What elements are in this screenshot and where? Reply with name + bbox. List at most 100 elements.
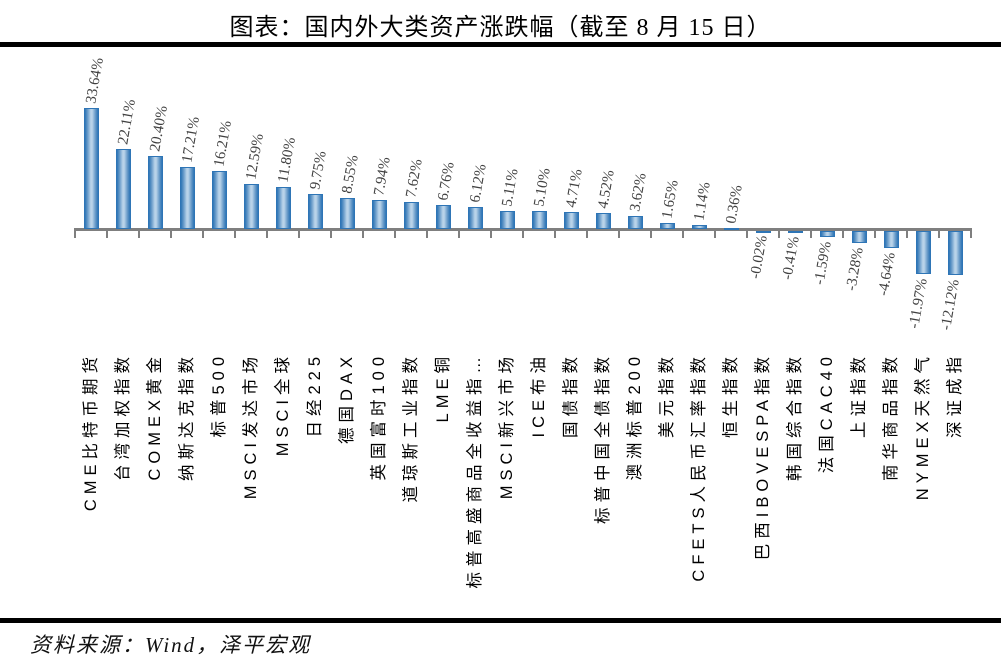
bar bbox=[627, 215, 643, 229]
value-label: 20.40% bbox=[147, 104, 172, 153]
category-label: 韩国综合指数 bbox=[786, 352, 804, 481]
category-label: 南华商品指数 bbox=[882, 352, 900, 481]
value-label: 5.11% bbox=[499, 167, 522, 208]
bar bbox=[915, 231, 931, 275]
axis-tick bbox=[778, 231, 780, 238]
bar bbox=[403, 201, 419, 229]
axis-tick bbox=[586, 231, 588, 238]
category-label: MSCI发达市场 bbox=[242, 352, 260, 500]
bar bbox=[179, 167, 195, 229]
axis-tick bbox=[170, 231, 172, 238]
axis-tick bbox=[810, 231, 812, 238]
category-label: COMEX黄金 bbox=[146, 352, 164, 481]
bar bbox=[467, 206, 483, 229]
value-label: 17.21% bbox=[179, 115, 204, 164]
bar bbox=[243, 183, 259, 229]
axis-tick bbox=[458, 231, 460, 238]
x-axis-line bbox=[74, 228, 972, 231]
value-label: -0.02% bbox=[747, 234, 771, 281]
axis-tick bbox=[714, 231, 716, 238]
bar bbox=[947, 231, 963, 275]
axis-tick bbox=[234, 231, 236, 238]
value-label: 11.80% bbox=[275, 135, 299, 184]
bar bbox=[691, 224, 707, 229]
value-label: -0.41% bbox=[779, 235, 803, 282]
value-label: 9.75% bbox=[307, 149, 330, 191]
category-label: 英国富时100 bbox=[370, 352, 388, 481]
bar bbox=[115, 149, 131, 229]
bar bbox=[659, 223, 675, 229]
axis-tick bbox=[650, 231, 652, 238]
category-label: 道琼斯工业指数 bbox=[402, 352, 420, 503]
axis-tick bbox=[522, 231, 524, 238]
bar bbox=[819, 231, 835, 237]
category-label: MSCI新兴市场 bbox=[498, 352, 516, 500]
category-label: 标普中国全债指数 bbox=[594, 352, 612, 524]
axis-tick bbox=[138, 231, 140, 238]
value-label: 8.55% bbox=[339, 154, 362, 196]
value-label: -12.12% bbox=[938, 277, 963, 332]
value-label: 33.64% bbox=[83, 56, 108, 105]
category-label: 美元指数 bbox=[658, 352, 676, 438]
bar bbox=[787, 231, 803, 233]
value-label: 4.52% bbox=[595, 168, 618, 210]
bar bbox=[851, 231, 867, 243]
category-label: 巴西IBOVESPA指数 bbox=[754, 352, 772, 561]
category-label: CFETS人民币汇率指数 bbox=[690, 352, 708, 582]
category-label: NYMEX天然气 bbox=[914, 352, 932, 501]
category-label: 日经225 bbox=[306, 352, 324, 438]
axis-tick bbox=[906, 231, 908, 238]
bar bbox=[83, 107, 99, 229]
source-note: 资料来源：Wind，泽平宏观 bbox=[30, 633, 312, 657]
chart-title: 图表：国内外大类资产涨跌幅（截至 8 月 15 日） bbox=[229, 15, 772, 41]
bar bbox=[339, 198, 355, 229]
axis-tick bbox=[426, 231, 428, 238]
axis-tick bbox=[394, 231, 396, 238]
axis-tick bbox=[938, 231, 940, 238]
axis-tick bbox=[554, 231, 556, 238]
bar bbox=[563, 212, 579, 229]
axis-tick bbox=[618, 231, 620, 238]
category-label: 标普高盛商品全收益指… bbox=[466, 352, 484, 589]
axis-tick bbox=[970, 231, 972, 238]
axis-tick bbox=[490, 231, 492, 238]
bar bbox=[147, 155, 163, 229]
axis-tick bbox=[298, 231, 300, 238]
value-label: 1.14% bbox=[691, 180, 714, 222]
bar bbox=[755, 231, 771, 233]
value-label: -3.28% bbox=[843, 245, 867, 292]
category-label: 纳斯达克指数 bbox=[178, 352, 196, 481]
bar bbox=[595, 212, 611, 229]
category-label: 恒生指数 bbox=[722, 352, 740, 438]
axis-tick bbox=[874, 231, 876, 238]
bar bbox=[435, 204, 451, 229]
category-label: LME铜 bbox=[434, 352, 452, 423]
value-label: 5.10% bbox=[531, 166, 554, 208]
bar bbox=[307, 193, 323, 229]
value-label: -4.64% bbox=[875, 250, 899, 297]
value-label: 6.12% bbox=[467, 162, 490, 204]
value-label: 4.71% bbox=[563, 167, 586, 209]
value-label: -1.59% bbox=[811, 239, 835, 286]
category-label: 法国CAC40 bbox=[818, 352, 836, 474]
axis-tick bbox=[106, 231, 108, 238]
bar bbox=[883, 231, 899, 248]
category-label: CME比特币期货 bbox=[82, 352, 100, 512]
value-label: 7.62% bbox=[403, 157, 426, 199]
value-label: 0.36% bbox=[723, 183, 746, 225]
value-label: 7.94% bbox=[371, 156, 394, 198]
axis-tick bbox=[266, 231, 268, 238]
category-label: ICE布油 bbox=[530, 352, 548, 438]
axis-tick bbox=[202, 231, 204, 238]
bar bbox=[211, 170, 227, 229]
value-label: -11.97% bbox=[906, 277, 931, 330]
bar bbox=[723, 227, 739, 230]
category-label: 标普500 bbox=[210, 352, 228, 438]
category-label: 深证成指 bbox=[946, 352, 964, 438]
divider-top bbox=[0, 42, 1001, 47]
category-label: 国债指数 bbox=[562, 352, 580, 438]
bar bbox=[499, 210, 515, 229]
axis-tick bbox=[74, 231, 76, 238]
axis-tick bbox=[842, 231, 844, 238]
category-label: MSCI全球 bbox=[274, 352, 292, 457]
